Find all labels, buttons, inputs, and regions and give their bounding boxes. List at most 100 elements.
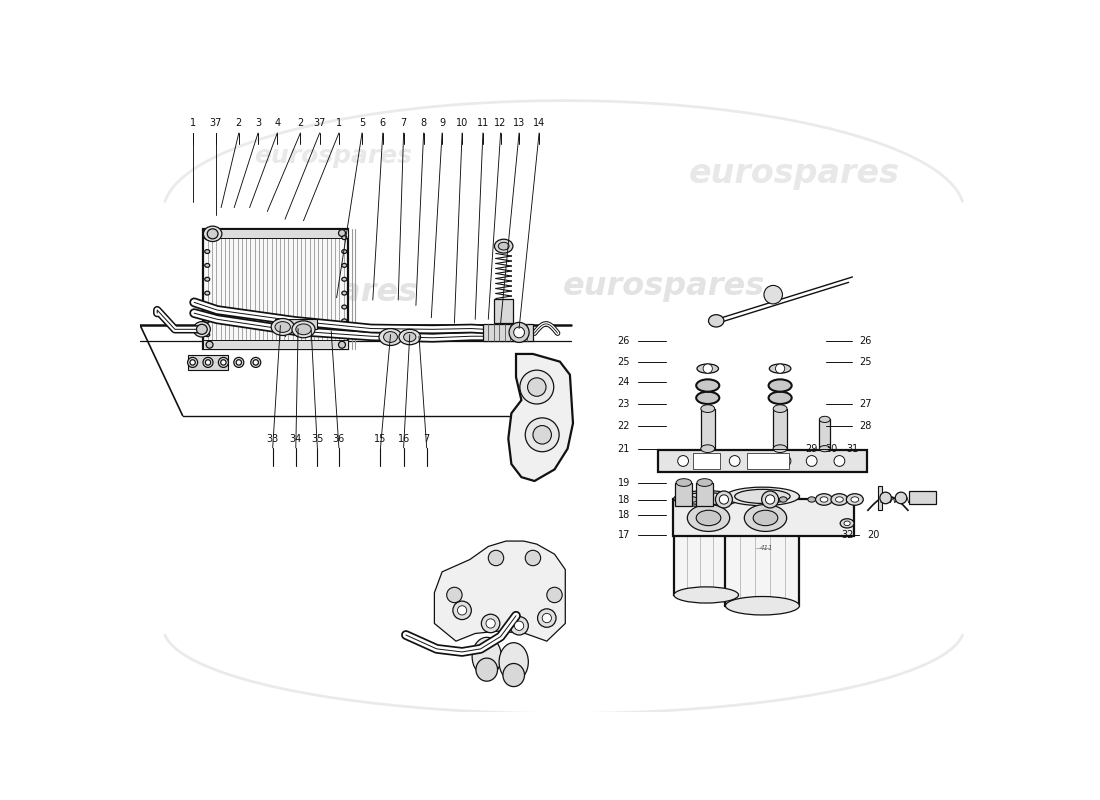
Circle shape [526,418,559,452]
Text: 30: 30 [826,444,838,454]
Circle shape [219,358,229,367]
Ellipse shape [472,638,502,676]
Text: 26: 26 [859,336,872,346]
Circle shape [234,358,244,367]
Circle shape [339,230,345,237]
Text: 28: 28 [859,421,872,430]
Circle shape [703,364,713,373]
Bar [204,230,348,349]
Text: 29: 29 [805,444,818,454]
Ellipse shape [779,497,788,502]
Ellipse shape [745,505,786,531]
Ellipse shape [674,490,738,506]
Ellipse shape [820,446,830,452]
Bar [693,453,720,470]
Ellipse shape [503,663,525,686]
Text: 1: 1 [336,118,342,128]
Text: 22: 22 [617,421,630,430]
Ellipse shape [836,497,844,502]
Ellipse shape [476,658,497,682]
Ellipse shape [399,330,420,345]
Ellipse shape [272,318,295,335]
Circle shape [509,617,528,635]
Circle shape [482,614,499,633]
Circle shape [678,455,689,466]
Text: 7: 7 [400,118,407,128]
Text: 26: 26 [617,336,630,346]
Ellipse shape [342,250,346,254]
Ellipse shape [766,495,774,504]
Text: 12: 12 [494,118,507,128]
Circle shape [542,614,551,622]
Circle shape [703,455,714,466]
Circle shape [509,322,529,342]
Bar [701,409,715,449]
Bar [909,491,936,504]
Ellipse shape [769,364,791,373]
Text: 6: 6 [379,118,386,128]
Bar [726,496,800,606]
Text: 37: 37 [209,118,222,128]
Bar [696,482,713,506]
Text: 35: 35 [311,434,323,444]
Bar [674,498,738,595]
Text: 3: 3 [255,118,261,128]
Text: 25: 25 [617,357,630,366]
Circle shape [206,342,213,348]
Bar [483,324,534,341]
Ellipse shape [815,494,833,506]
Circle shape [458,606,466,615]
Text: 25: 25 [859,357,872,366]
Ellipse shape [840,518,854,528]
Ellipse shape [696,379,719,392]
Circle shape [486,619,495,628]
Ellipse shape [194,322,210,337]
Ellipse shape [205,333,210,337]
Ellipse shape [205,263,210,267]
Text: 31: 31 [846,444,859,454]
Ellipse shape [676,478,692,486]
Ellipse shape [701,445,715,453]
Circle shape [806,455,817,466]
Text: 8: 8 [420,118,427,128]
Ellipse shape [205,250,210,254]
Circle shape [538,609,556,627]
Circle shape [204,358,213,367]
Circle shape [526,550,541,566]
Ellipse shape [690,497,697,502]
Circle shape [221,360,227,365]
Bar [673,499,854,537]
Ellipse shape [697,364,718,373]
Ellipse shape [292,321,315,338]
Ellipse shape [499,642,528,682]
Ellipse shape [197,324,207,334]
Ellipse shape [495,239,513,253]
Bar [747,453,790,470]
Ellipse shape [378,329,403,346]
Ellipse shape [708,314,724,327]
Ellipse shape [342,236,346,240]
Ellipse shape [205,291,210,295]
Text: 14: 14 [534,118,546,128]
Bar [204,230,348,238]
Text: eurospares: eurospares [690,157,900,190]
Text: 33: 33 [266,434,278,444]
Ellipse shape [342,278,346,281]
Text: 18: 18 [618,495,630,506]
Polygon shape [434,541,565,641]
Polygon shape [508,354,573,481]
Bar [275,319,317,329]
Text: 19: 19 [618,478,630,487]
Text: 10: 10 [456,118,469,128]
Ellipse shape [880,492,891,504]
Circle shape [236,360,242,365]
Ellipse shape [846,494,864,506]
Text: eurospares: eurospares [254,144,411,168]
Text: 13: 13 [513,118,525,128]
Text: 11: 11 [476,118,490,128]
Ellipse shape [820,416,830,422]
Ellipse shape [696,392,719,404]
Ellipse shape [342,291,346,295]
Ellipse shape [342,263,346,267]
Ellipse shape [895,492,906,504]
